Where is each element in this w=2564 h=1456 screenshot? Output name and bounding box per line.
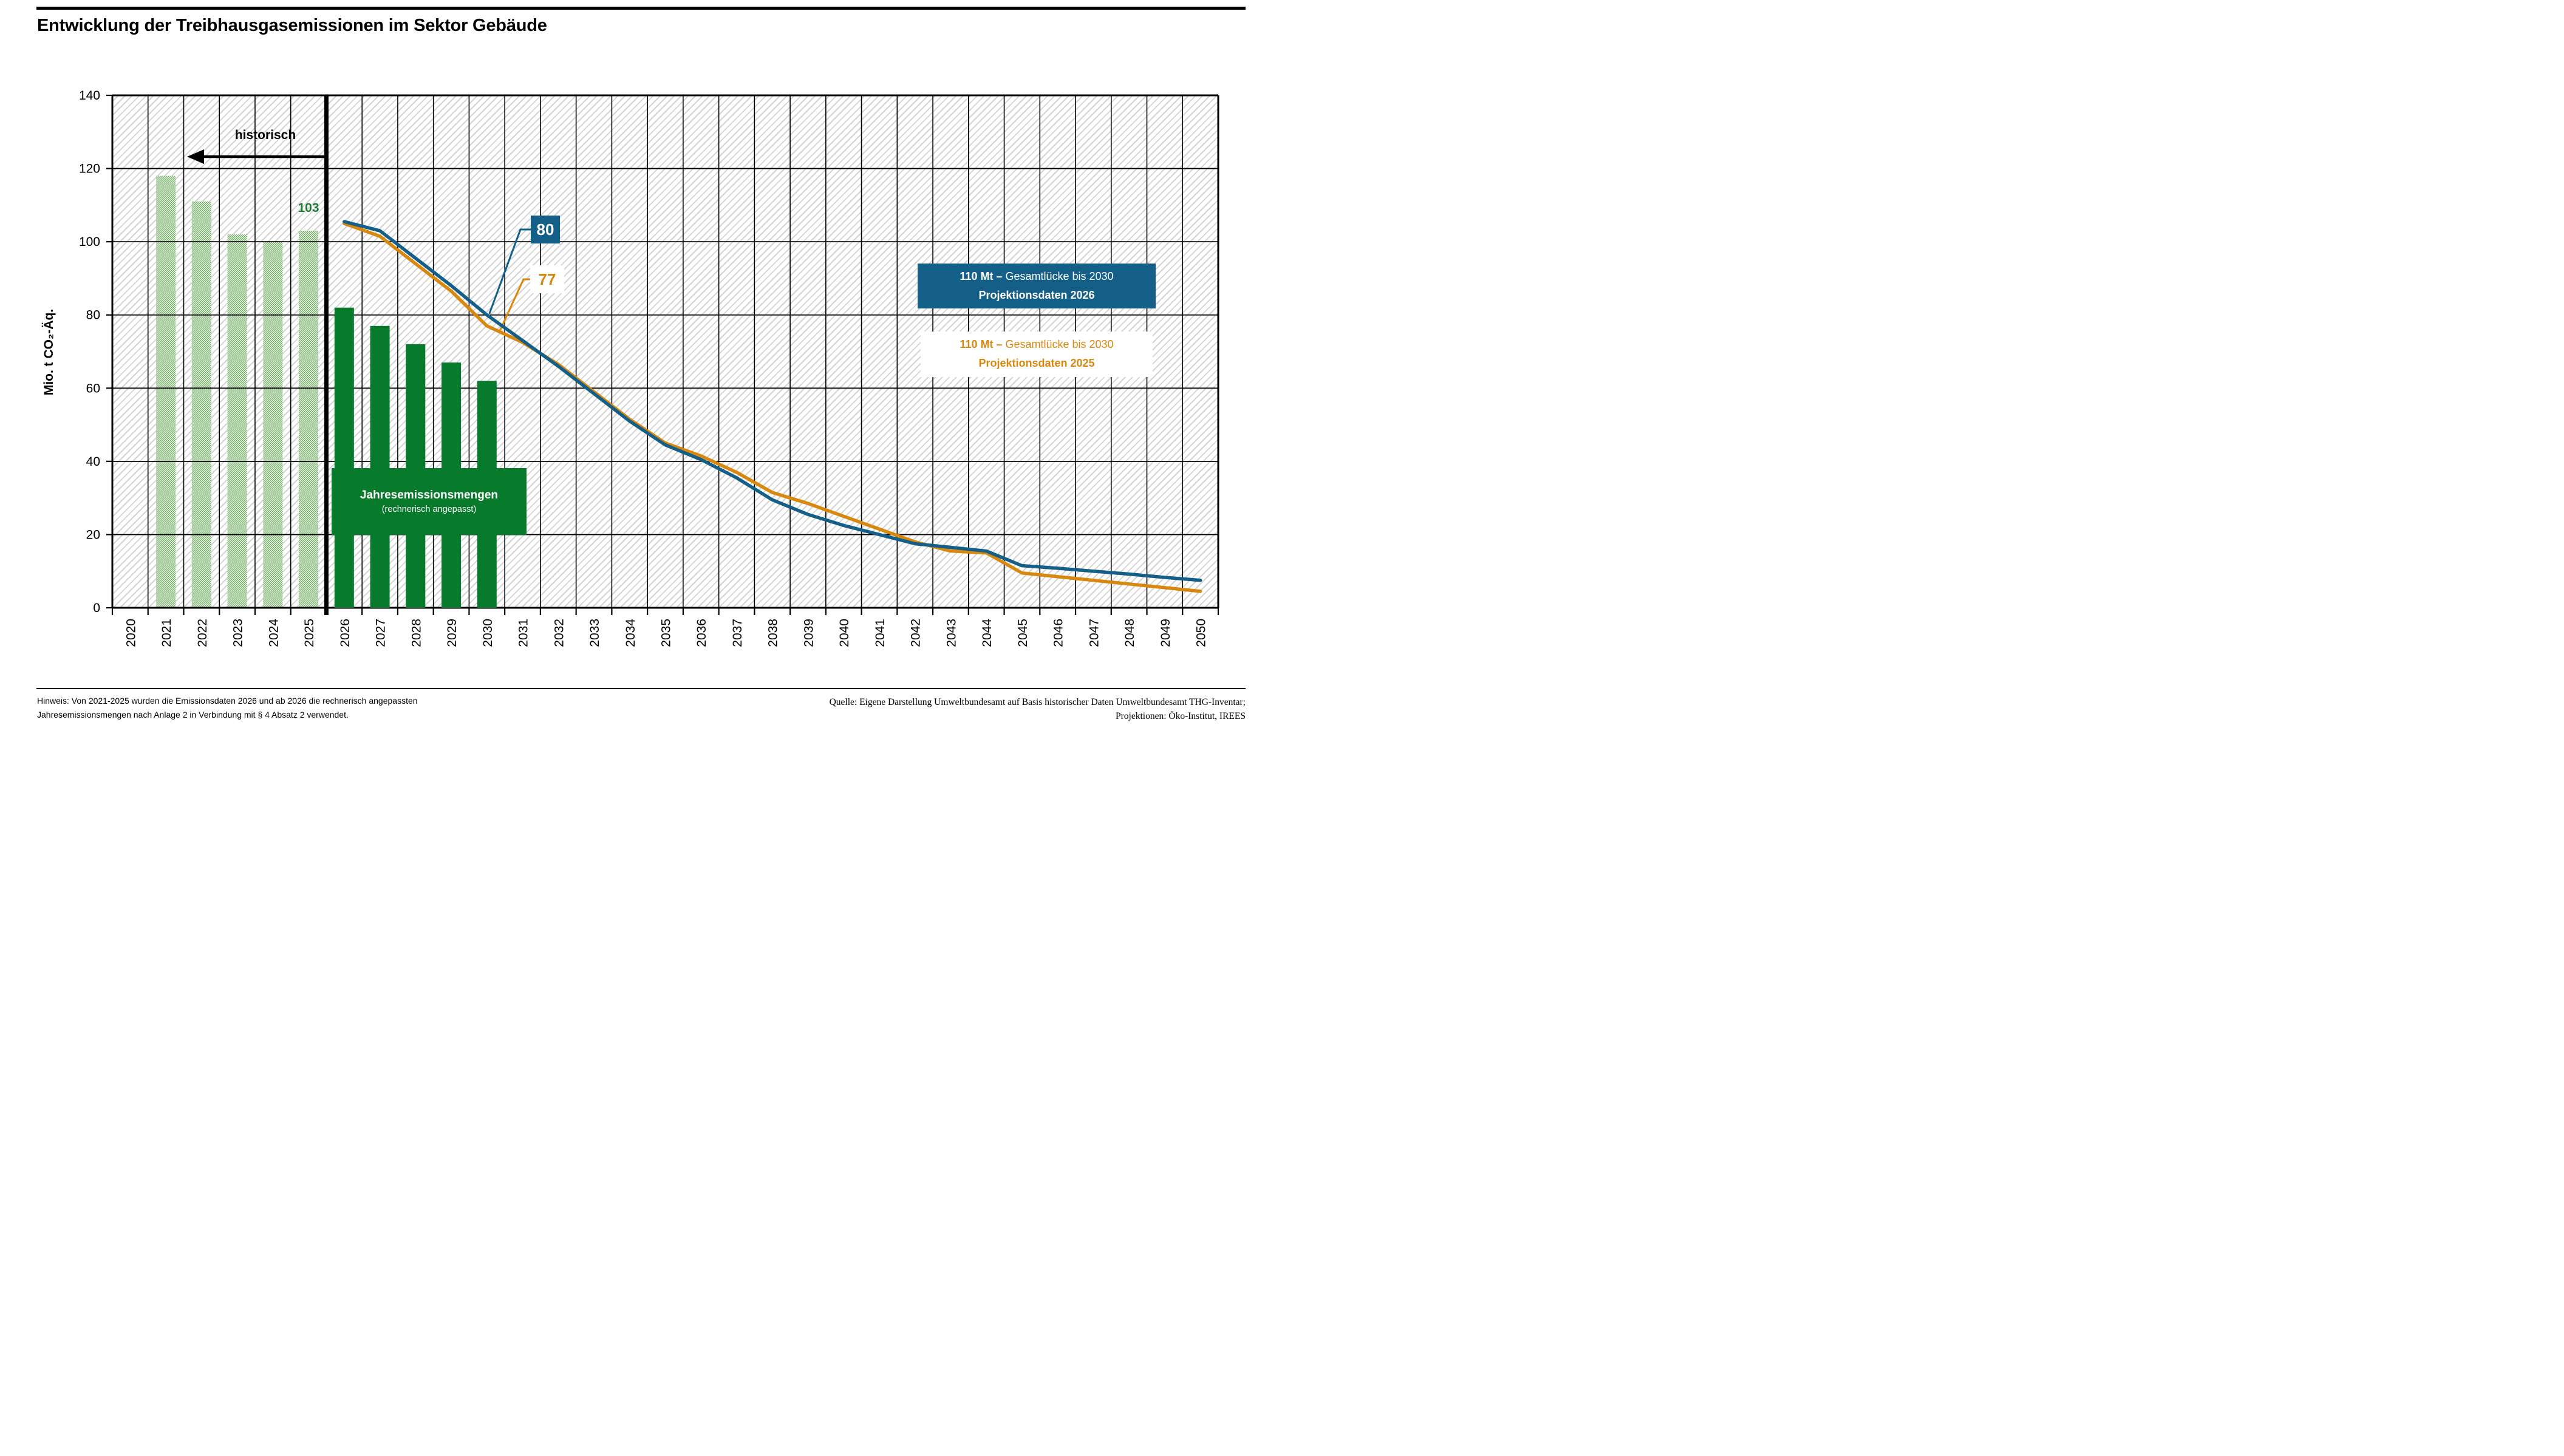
footnote: Hinweis: Von 2021-2025 wurden die Emissi… <box>37 694 705 722</box>
x-tick-label: 2031 <box>517 619 531 647</box>
historical-bar <box>191 201 211 608</box>
page-title: Entwicklung der Treibhausgasemissionen i… <box>37 16 547 35</box>
green-box-title: Jahresemissionsmengen <box>360 489 499 502</box>
x-tick-label: 2030 <box>481 619 495 647</box>
legend-2025-line2: Projektionsdaten 2025 <box>978 357 1095 369</box>
green-box-subtitle: (rechnerisch angepasst) <box>381 505 477 514</box>
x-tick-label: 2040 <box>837 619 851 647</box>
adjusted-bar <box>334 307 354 608</box>
x-tick-label: 2035 <box>660 619 673 647</box>
y-tick-label: 20 <box>86 528 100 542</box>
y-tick-label: 80 <box>86 308 100 322</box>
x-tick-label: 2041 <box>873 619 887 647</box>
projection-line-2025 <box>343 222 1202 593</box>
x-tick-label: 2022 <box>196 619 210 647</box>
x-tick-label: 2038 <box>766 619 780 647</box>
x-tick-label: 2048 <box>1123 619 1137 647</box>
x-tick-label: 2039 <box>802 619 816 647</box>
x-tick-label: 2037 <box>731 619 745 647</box>
historical-bar <box>299 231 319 608</box>
footnote-line2: Jahresemissionsmengen nach Anlage 2 in V… <box>37 710 349 720</box>
x-tick-label: 2027 <box>374 619 388 647</box>
x-tick-label: 2021 <box>160 619 174 647</box>
x-tick-label: 2026 <box>338 619 352 647</box>
historisch-label: historisch <box>234 128 296 142</box>
bar-value-label-2025: 103 <box>298 201 319 215</box>
source-note: Quelle: Eigene Darstellung Umweltbundesa… <box>638 695 1246 724</box>
footer-rule <box>36 688 1246 689</box>
callout-connector-2026 <box>488 228 531 315</box>
projection-line-2026 <box>343 220 1202 582</box>
x-tick-label: 2032 <box>552 619 566 647</box>
x-tick-label: 2020 <box>124 619 138 647</box>
source-line2: Projektionen: Öko-Institut, IREES <box>1116 711 1246 722</box>
y-tick-label: 0 <box>93 601 100 615</box>
x-tick-label: 2044 <box>980 619 994 647</box>
historical-bar <box>263 242 283 608</box>
x-tick-label: 2033 <box>588 619 602 647</box>
footnote-line1: Hinweis: Von 2021-2025 wurden die Emissi… <box>37 696 418 706</box>
divider-2025-2026 <box>324 95 329 615</box>
jahresemissionsmengen-box: Jahresemissionsmengen (rechnerisch angep… <box>332 468 527 535</box>
callout-projection-2026: 80 <box>531 216 560 243</box>
adjusted-bar <box>370 325 390 608</box>
x-tick-label: 2029 <box>445 619 459 647</box>
historical-bar <box>156 175 176 608</box>
y-tick-label: 40 <box>86 455 100 469</box>
x-tick-label: 2047 <box>1087 619 1101 647</box>
x-tick-label: 2025 <box>302 619 316 647</box>
x-tick-label: 2034 <box>624 619 638 647</box>
page: { "title": "Entwicklung der Treibhausgas… <box>0 0 1282 728</box>
y-axis-title: Mio. t CO₂-Äq. <box>42 308 56 396</box>
x-tick-label: 2050 <box>1195 619 1209 647</box>
legend-2025-line1: 110 Mt – Gesamtlücke bis 2030 <box>960 338 1114 350</box>
callout-connector-2025 <box>498 278 530 333</box>
top-rule <box>36 7 1246 10</box>
x-tick-label: 2024 <box>267 619 281 647</box>
x-tick-label: 2036 <box>695 619 709 647</box>
y-tick-label: 60 <box>86 381 100 395</box>
y-tick-label: 140 <box>79 89 100 103</box>
historical-bar <box>227 234 247 608</box>
x-tick-label: 2045 <box>1016 619 1030 647</box>
y-tick-label: 120 <box>79 162 100 176</box>
x-tick-label: 2049 <box>1159 619 1173 647</box>
x-tick-label: 2042 <box>909 619 923 647</box>
legend-2026-line2: Projektionsdaten 2026 <box>978 289 1095 301</box>
legend-projektionsdaten-2026: 110 Mt – Gesamtlücke bis 2030 Projektion… <box>918 264 1156 308</box>
source-line1: Quelle: Eigene Darstellung Umweltbundesa… <box>829 697 1246 707</box>
legend-2026-line1: 110 Mt – Gesamtlücke bis 2030 <box>960 270 1114 282</box>
y-tick-label: 100 <box>79 235 100 249</box>
x-tick-label: 2043 <box>944 619 958 647</box>
legend-projektionsdaten-2025: 110 Mt – Gesamtlücke bis 2030 Projektion… <box>921 332 1153 377</box>
history-arrow-head <box>187 149 204 164</box>
x-tick-label: 2028 <box>409 619 423 647</box>
callout-projection-2025: 77 <box>530 265 564 293</box>
x-tick-label: 2046 <box>1052 619 1066 647</box>
x-tick-label: 2023 <box>231 619 245 647</box>
